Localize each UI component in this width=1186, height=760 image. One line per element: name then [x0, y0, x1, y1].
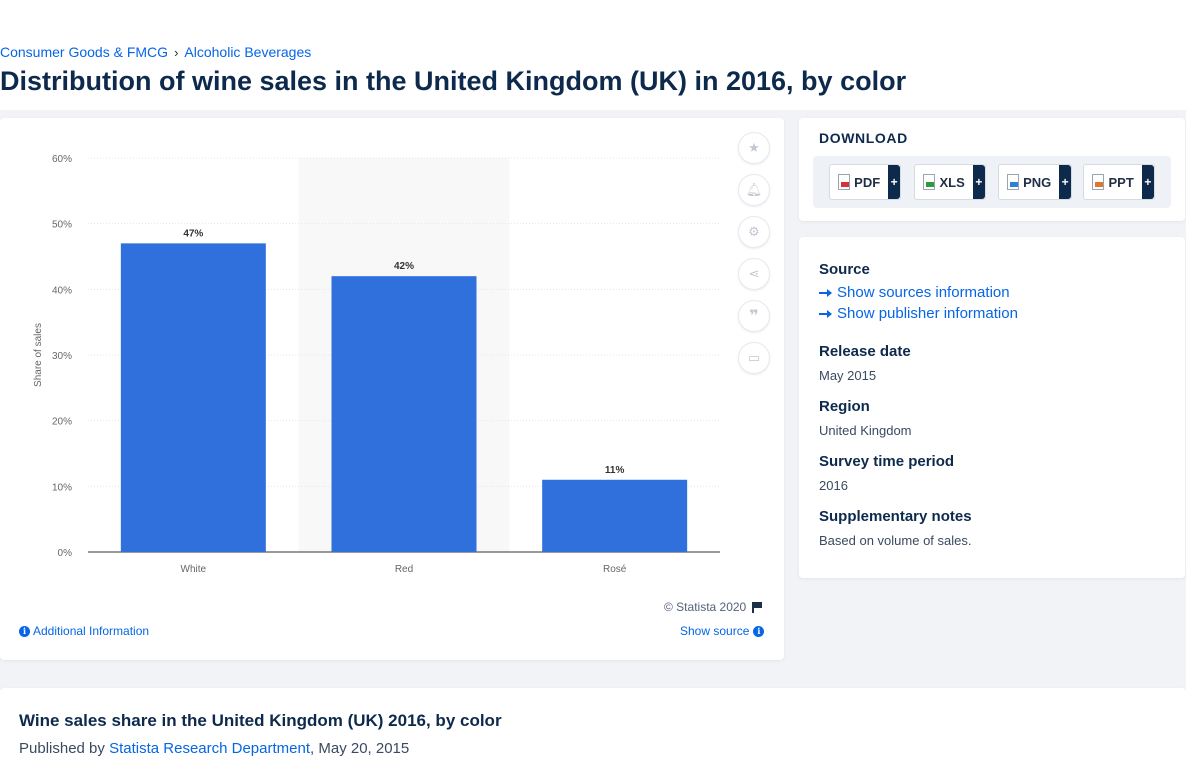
cite-button[interactable]: ❞ [738, 300, 770, 332]
y-tick-label: 40% [52, 285, 72, 296]
star-icon: ★ [748, 140, 760, 155]
x-tick-label: Red [395, 564, 413, 575]
y-tick-label: 0% [58, 548, 73, 559]
plus-icon: + [972, 165, 985, 199]
chart-card: 0% 10% 20% 30% 40% 50% 60% Share of sales 47% Whi… [0, 118, 784, 660]
published-date: , May 20, 2015 [310, 740, 410, 757]
copyright-notice: © Statista 2020 [664, 600, 763, 614]
release-date-label: Release date [819, 343, 911, 360]
bar-ros [542, 479, 688, 552]
source-label: Source [819, 261, 870, 278]
supplementary-notes-value: Based on volume of sales. [819, 533, 972, 548]
favorite-button[interactable]: ★ [738, 132, 770, 164]
bar-red [331, 276, 477, 552]
published-prefix: Published by [19, 740, 105, 757]
survey-period-value: 2016 [819, 478, 848, 493]
y-tick-label: 50% [52, 220, 72, 231]
show-publisher-link[interactable]: Show publisher information [819, 305, 1018, 322]
share-icon: ⋖ [748, 266, 760, 281]
settings-button[interactable]: ⚙ [738, 216, 770, 248]
png-file-icon [1007, 174, 1020, 190]
breadcrumb-item-consumer-goods[interactable]: Consumer Goods & FMCG [0, 44, 169, 60]
additional-information-link[interactable]: i Additional Information [19, 624, 149, 638]
y-tick-label: 10% [52, 482, 72, 493]
supplementary-notes-label: Supplementary notes [819, 508, 972, 525]
bar-chart: 0% 10% 20% 30% 40% 50% 60% Share of sales 47% Whi… [33, 154, 720, 575]
source-section: Source Show sources information Show pub… [819, 261, 1018, 322]
x-tick-label: White [181, 564, 207, 575]
gear-icon: ⚙ [748, 224, 760, 239]
download-pdf-button[interactable]: PDF + [829, 164, 901, 200]
y-tick-label: 20% [52, 417, 72, 428]
page-title: Distribution of wine sales in the United… [0, 66, 907, 96]
data-label: 11% [605, 465, 625, 476]
survey-period-section: Survey time period 2016 [819, 453, 954, 493]
download-xls-label: XLS [939, 174, 965, 190]
download-png-label: PNG [1023, 174, 1052, 190]
download-title: DOWNLOAD [819, 130, 908, 146]
bell-icon: 🔔︎ [745, 182, 763, 197]
download-buttons: PDF + XLS + PNG + PPT + [813, 156, 1171, 208]
statistic-subtitle: Wine sales share in the United Kingdom (… [19, 711, 502, 730]
print-button[interactable]: ▭ [738, 342, 770, 374]
bar-white [120, 243, 266, 552]
download-ppt-label: PPT [1108, 174, 1134, 190]
quote-icon: ❞ [749, 308, 759, 325]
plus-icon: + [1059, 165, 1071, 199]
pdf-file-icon [838, 174, 851, 190]
y-tick-label: 30% [52, 351, 72, 362]
release-date-section: Release date May 2015 [819, 343, 911, 383]
page-header [0, 0, 1186, 110]
notification-button[interactable]: 🔔︎ [738, 174, 770, 206]
download-xls-button[interactable]: XLS + [914, 164, 986, 200]
xls-file-icon [923, 174, 936, 190]
plus-icon: + [888, 165, 900, 199]
plus-icon: + [1141, 165, 1154, 199]
show-source-label: Show source [680, 624, 750, 638]
arrow-right-icon [819, 309, 832, 318]
published-by: Published by Statista Research Departmen… [19, 740, 409, 757]
show-source-link[interactable]: Show source i [680, 624, 765, 638]
additional-information-label: Additional Information [33, 624, 150, 638]
download-ppt-button[interactable]: PPT + [1083, 164, 1155, 200]
info-icon: i [19, 625, 30, 637]
x-tick-label: Rosé [603, 564, 627, 575]
y-axis-title: Share of sales [33, 323, 44, 387]
breadcrumb-separator: › [174, 44, 179, 60]
show-sources-label: Show sources information [837, 284, 1010, 301]
copyright-text: © Statista 2020 [664, 600, 747, 614]
breadcrumb-item-alcoholic-beverages[interactable]: Alcoholic Beverages [184, 44, 312, 60]
survey-period-label: Survey time period [819, 453, 955, 470]
print-icon: ▭ [747, 350, 761, 365]
release-date-value: May 2015 [819, 368, 877, 383]
supplementary-notes-section: Supplementary notes Based on volume of s… [819, 508, 972, 548]
flag-icon[interactable] [752, 601, 763, 613]
region-label: Region [819, 398, 870, 415]
info-icon: i [753, 625, 765, 637]
y-tick-label: 60% [52, 154, 72, 165]
data-label: 47% [183, 228, 203, 239]
show-publisher-label: Show publisher information [837, 305, 1018, 322]
ppt-file-icon [1092, 174, 1105, 190]
download-pdf-label: PDF [854, 174, 881, 190]
breadcrumb: Consumer Goods & FMCG › Alcoholic Bevera… [0, 44, 311, 60]
region-value: United Kingdom [819, 423, 912, 438]
show-sources-link[interactable]: Show sources information [819, 284, 1018, 301]
publisher-link[interactable]: Statista Research Department [109, 740, 311, 757]
download-card: DOWNLOAD PDF + XLS + PNG + PPT + [799, 118, 1185, 221]
region-section: Region United Kingdom [819, 398, 912, 438]
statistic-description-card: Wine sales share in the United Kingdom (… [0, 688, 1186, 760]
share-button[interactable]: ⋖ [738, 258, 770, 290]
arrow-right-icon [819, 288, 832, 297]
data-label: 42% [394, 261, 414, 272]
statistic-info-card: Source Show sources information Show pub… [799, 237, 1185, 578]
download-png-button[interactable]: PNG + [998, 164, 1072, 200]
chart-tools: ★ 🔔︎ ⚙ ⋖ ❞ ▭ [738, 132, 772, 384]
